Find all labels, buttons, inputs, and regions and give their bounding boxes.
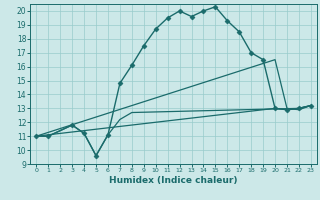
X-axis label: Humidex (Indice chaleur): Humidex (Indice chaleur) [109,176,238,185]
